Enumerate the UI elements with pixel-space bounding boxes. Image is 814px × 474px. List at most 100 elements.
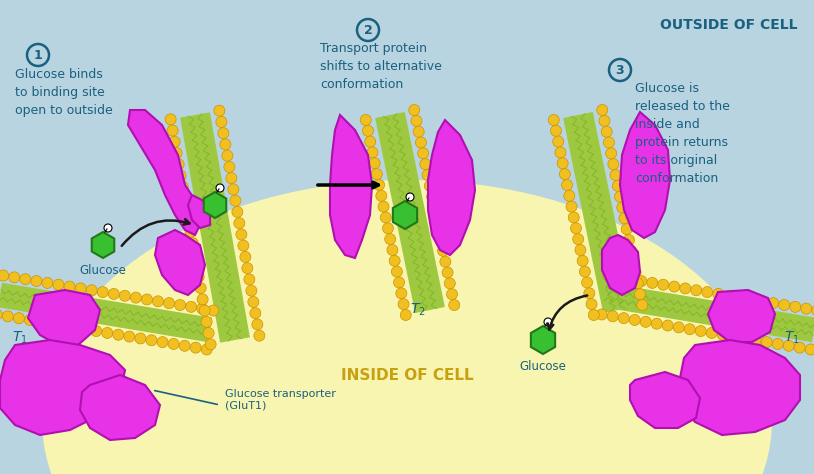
Circle shape [575,245,586,255]
Circle shape [152,296,164,307]
Circle shape [544,318,552,326]
Circle shape [549,115,559,126]
Circle shape [629,315,641,326]
Circle shape [603,137,615,148]
Circle shape [685,324,695,335]
Circle shape [447,289,457,300]
Circle shape [608,159,619,170]
Circle shape [555,147,566,158]
Circle shape [232,206,243,218]
Polygon shape [708,290,775,342]
Circle shape [171,147,182,159]
Polygon shape [0,283,212,342]
Circle shape [433,224,444,235]
Circle shape [216,117,227,128]
Circle shape [205,339,217,350]
Circle shape [557,158,568,169]
Circle shape [24,315,36,326]
Circle shape [0,270,9,281]
Circle shape [191,260,202,271]
Circle shape [783,340,794,351]
Circle shape [729,331,739,342]
Circle shape [637,300,648,310]
Circle shape [252,319,263,330]
Circle shape [250,308,260,319]
Circle shape [635,289,646,300]
Polygon shape [620,112,670,238]
Circle shape [58,320,68,331]
Circle shape [663,320,673,331]
Circle shape [415,137,427,148]
Circle shape [550,125,562,137]
Circle shape [392,266,402,277]
Circle shape [135,333,146,344]
Polygon shape [603,283,814,342]
Circle shape [702,287,713,298]
Circle shape [609,59,631,81]
Polygon shape [680,340,800,435]
Circle shape [584,288,595,299]
Circle shape [187,237,198,248]
Circle shape [218,128,229,139]
Circle shape [418,148,429,159]
Circle shape [596,309,607,320]
Circle shape [564,190,575,201]
Circle shape [208,305,219,316]
Circle shape [768,298,779,309]
Circle shape [680,283,691,294]
Circle shape [422,170,433,181]
Circle shape [20,273,31,285]
Text: Glucose is
released to the
inside and
protein returns
to its original
conformati: Glucose is released to the inside and pr… [635,82,730,185]
Text: INSIDE OF CELL: INSIDE OF CELL [341,367,473,383]
Circle shape [80,324,90,335]
Circle shape [164,298,174,309]
Circle shape [751,335,761,346]
Circle shape [220,139,231,150]
Circle shape [779,300,790,310]
Circle shape [179,340,190,351]
Circle shape [713,289,724,300]
Circle shape [46,318,58,329]
Circle shape [812,305,814,316]
Circle shape [414,126,424,137]
Circle shape [182,204,192,215]
Circle shape [238,240,249,251]
Circle shape [444,278,455,289]
Circle shape [632,278,643,289]
Circle shape [0,309,2,320]
Text: $T_1$: $T_1$ [784,330,800,346]
Circle shape [438,246,449,256]
Circle shape [429,202,440,213]
Circle shape [374,180,384,191]
Circle shape [427,191,437,202]
Circle shape [626,246,637,256]
Circle shape [190,342,201,353]
Circle shape [566,201,577,212]
Circle shape [75,283,86,294]
Circle shape [691,285,702,296]
Polygon shape [28,290,100,345]
Circle shape [621,224,632,235]
Circle shape [658,279,669,290]
Circle shape [380,212,392,223]
Polygon shape [204,192,226,218]
Text: Glucose: Glucose [519,360,567,373]
Circle shape [189,249,200,260]
Circle shape [97,287,108,298]
Circle shape [424,181,435,191]
Circle shape [387,245,398,255]
Circle shape [36,316,46,328]
Polygon shape [80,375,160,440]
Circle shape [9,272,20,283]
Circle shape [636,275,647,287]
Circle shape [602,126,612,137]
Circle shape [669,281,680,292]
Circle shape [228,184,239,195]
Circle shape [102,328,113,338]
Circle shape [707,328,717,338]
Circle shape [442,267,453,278]
Circle shape [64,281,75,292]
Circle shape [628,256,639,267]
Circle shape [790,301,801,312]
Ellipse shape [42,180,772,474]
